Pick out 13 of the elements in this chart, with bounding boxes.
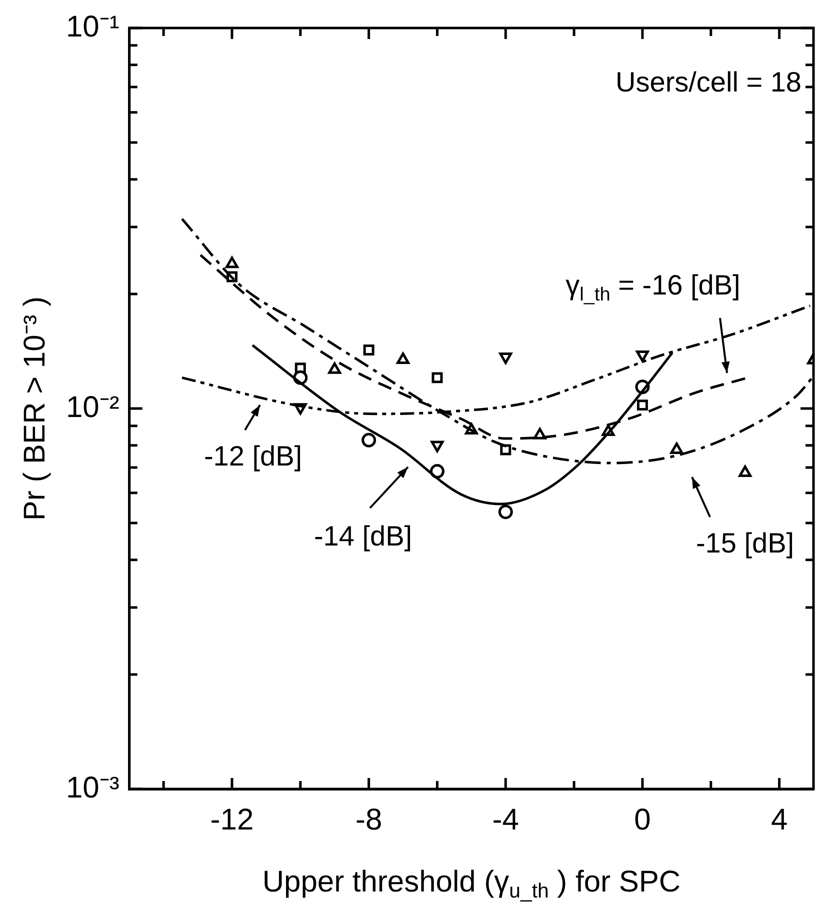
y-axis-title: Pr ( BER > 10⁻³ ) — [18, 296, 52, 521]
x-tick-label: 4 — [770, 803, 788, 836]
y-tick-label: 10⁻¹ — [66, 10, 120, 44]
annotation: Users/cell = 18 — [616, 66, 802, 98]
x-tick-label: 0 — [634, 803, 651, 836]
y-tick-label: 10⁻³ — [66, 771, 120, 804]
annotation: -15 [dB] — [696, 528, 794, 559]
annotation: -12 [dB] — [204, 440, 302, 472]
y-tick-label: 10⁻² — [66, 390, 120, 424]
x-tick-label: -4 — [492, 803, 519, 836]
x-tick-label: -12 — [210, 803, 254, 836]
x-tick-label: -8 — [355, 803, 382, 836]
annotation: -14 [dB] — [314, 520, 412, 552]
